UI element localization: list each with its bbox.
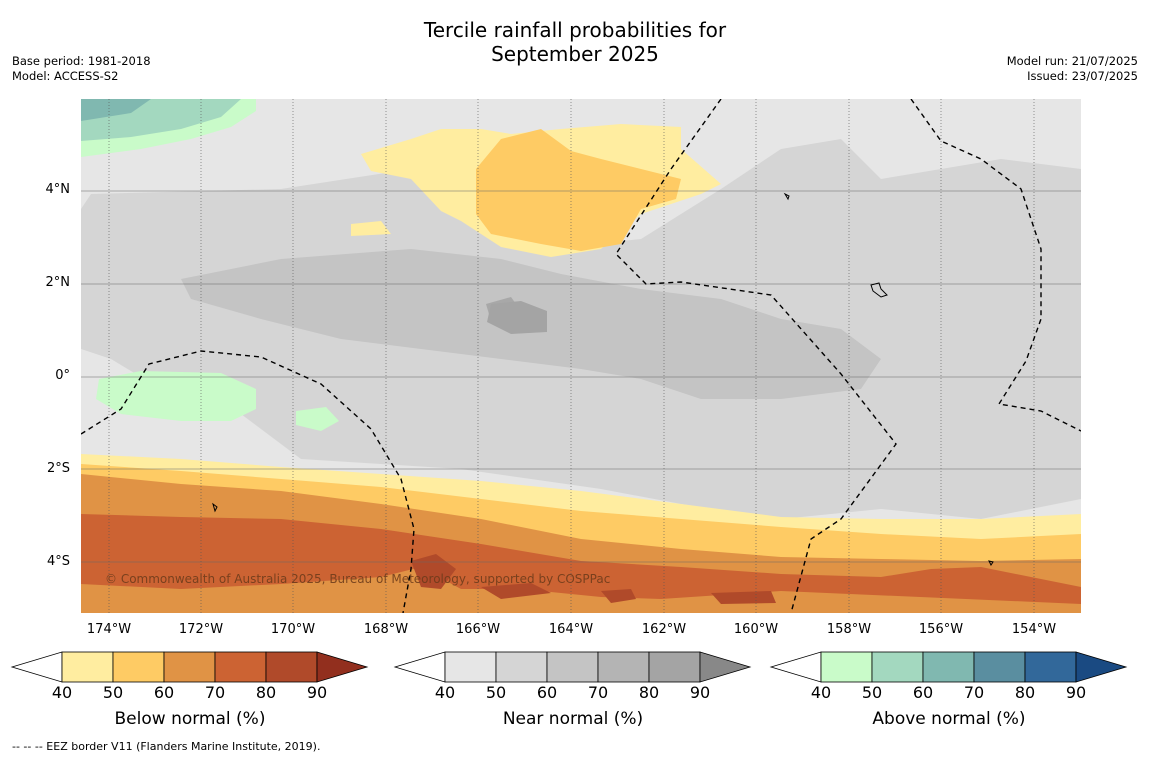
chart-title: Tercile rainfall probabilities for Septe… (0, 18, 1150, 66)
cbar-tick: 90 (1065, 683, 1087, 702)
cbar-tick: 60 (536, 683, 558, 702)
lon-label: 160°W (733, 622, 779, 637)
cbar-tick: 50 (102, 683, 124, 702)
cbar-tick: 50 (861, 683, 883, 702)
above-normal-60-region (81, 99, 151, 121)
rainfall-probability-map (81, 99, 1081, 613)
cbar-tick: 80 (1014, 683, 1036, 702)
lon-label: 154°W (1011, 622, 1057, 637)
below-normal-40-patch (351, 221, 391, 236)
lon-label: 166°W (455, 622, 501, 637)
cbar-tick: 60 (153, 683, 175, 702)
lon-label: 168°W (363, 622, 409, 637)
eez-footnote: -- -- -- EEZ border V11 (Flanders Marine… (12, 740, 321, 753)
base-period: Base period: 1981-2018 (12, 54, 151, 68)
below-normal-80-patch (601, 589, 636, 603)
title-line-1: Tercile rainfall probabilities for (423, 18, 727, 42)
lat-label-0: 0° (55, 368, 70, 383)
cbar-tick: 80 (255, 683, 277, 702)
below-normal-50-region (476, 129, 681, 251)
islands (212, 192, 994, 566)
lon-label: 164°W (548, 622, 594, 637)
cbar-tick: 40 (434, 683, 456, 702)
cbar-tick: 60 (912, 683, 934, 702)
colorbars (10, 651, 1128, 683)
lat-label-2s: 2°S (46, 461, 70, 476)
cbar-tick: 70 (204, 683, 226, 702)
colorbar-above-normal (769, 651, 1128, 683)
colorbar-title-near: Near normal (%) (502, 709, 644, 729)
lon-label: 170°W (270, 622, 316, 637)
cbar-tick: 40 (51, 683, 73, 702)
near-normal-70-patch (487, 301, 547, 334)
colorbar-near-normal (393, 651, 752, 683)
colorbar-title-above: Above normal (%) (872, 709, 1026, 729)
title-line-2: September 2025 (491, 42, 659, 66)
lon-label: 158°W (826, 622, 872, 637)
below-normal-80-patch (411, 554, 456, 589)
cbar-tick: 70 (587, 683, 609, 702)
cbar-tick: 80 (638, 683, 660, 702)
colorbar-below-normal (10, 651, 369, 683)
lat-label-4s: 4°S (46, 554, 70, 569)
copyright-notice: © Commonwealth of Australia 2025, Bureau… (105, 572, 611, 586)
model-run: Model run: 21/07/2025 (1006, 54, 1138, 68)
lon-label: 156°W (918, 622, 964, 637)
issued-date: Issued: 23/07/2025 (1027, 69, 1138, 83)
cbar-tick: 50 (485, 683, 507, 702)
eez-borders (81, 99, 1081, 613)
cbar-tick: 90 (306, 683, 328, 702)
lat-label-2n: 2°N (45, 275, 71, 290)
below-normal-80-patch (711, 591, 776, 604)
lat-label-4n: 4°N (45, 182, 71, 197)
cbar-tick: 70 (963, 683, 985, 702)
model-name: Model: ACCESS-S2 (12, 69, 119, 83)
below-normal-80-patch (481, 583, 551, 599)
latitude-gridlines (81, 190, 1081, 563)
cbar-tick: 40 (810, 683, 832, 702)
above-normal-40-region (96, 371, 256, 421)
lon-label: 172°W (178, 622, 224, 637)
lon-label: 162°W (641, 622, 687, 637)
lon-label: 174°W (86, 622, 132, 637)
below-normal-60-band-lower (81, 567, 1081, 613)
metadata-right: Model run: 21/07/2025 Issued: 23/07/2025 (1007, 54, 1138, 84)
colorbar-title-below: Below normal (%) (114, 709, 266, 729)
above-normal-40-patch (296, 407, 339, 431)
cbar-tick: 90 (689, 683, 711, 702)
metadata-left: Base period: 1981-2018 Model: ACCESS-S2 (12, 54, 151, 84)
